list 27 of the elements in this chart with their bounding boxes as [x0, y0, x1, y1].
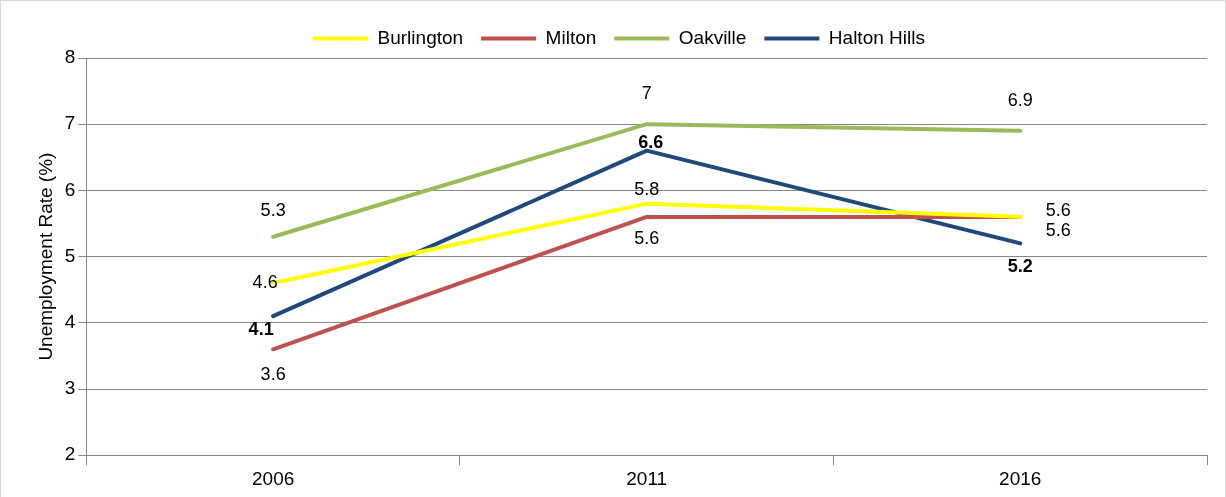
data-label: 5.6	[1045, 199, 1071, 220]
data-label: 5.8	[634, 178, 660, 199]
data-label: 5.6	[634, 227, 660, 248]
legend-label: Oakville	[678, 26, 747, 48]
data-label: 3.6	[260, 364, 286, 385]
y-tick-label: 6	[64, 178, 76, 200]
data-label: 5.3	[260, 199, 286, 220]
legend-label: Burlington	[377, 26, 464, 48]
legend-label: Halton Hills	[828, 26, 925, 48]
y-tick-label: 4	[64, 311, 76, 333]
data-label: 7	[641, 83, 652, 104]
x-tick-label: 2006	[252, 467, 295, 489]
y-axis-title: Unemployment Rate (%)	[34, 152, 56, 361]
x-tick-label: 2011	[626, 467, 668, 489]
data-label: 6.9	[1007, 89, 1033, 110]
y-tick-label: 8	[64, 46, 76, 68]
legend-label: Milton	[545, 26, 597, 48]
data-label: 4.6	[252, 272, 278, 293]
data-label: 4.1	[248, 319, 274, 340]
y-tick-label: 3	[64, 377, 76, 399]
y-tick-label: 2	[64, 443, 76, 465]
data-label: 6.6	[638, 131, 664, 152]
y-tick-label: 7	[64, 112, 76, 134]
data-label: 5.6	[1045, 219, 1071, 240]
x-tick-label: 2016	[999, 467, 1042, 489]
y-tick-label: 5	[64, 244, 76, 266]
data-label: 5.2	[1007, 256, 1033, 277]
